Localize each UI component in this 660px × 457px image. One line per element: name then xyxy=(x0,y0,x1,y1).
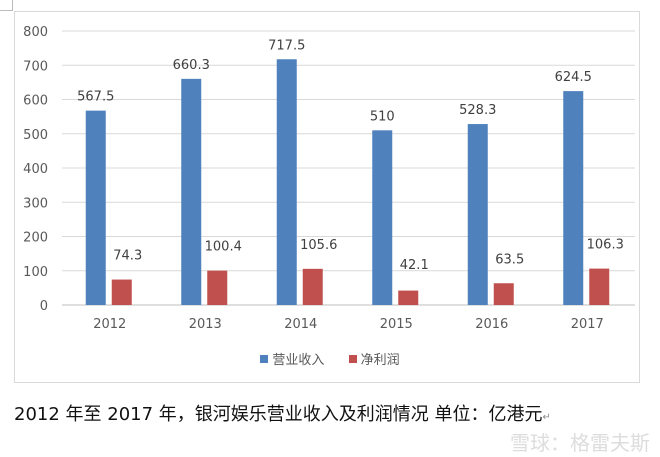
data-label: 567.5 xyxy=(77,90,114,105)
x-tick-label: 2013 xyxy=(189,317,222,332)
watermark-text: 雪球：格雷夫斯 xyxy=(510,431,650,455)
corner-mark xyxy=(0,0,13,11)
bar-revenue xyxy=(563,91,584,305)
legend-label: 营业收入 xyxy=(272,353,325,368)
data-label: 717.5 xyxy=(268,38,305,53)
data-label: 624.5 xyxy=(555,70,592,85)
data-label: 528.3 xyxy=(459,103,496,118)
legend-item-revenue: 营业收入 xyxy=(260,349,324,368)
caption-text: 2012 年至 2017 年，银河娱乐营业收入及利润情况 单位：亿港元 xyxy=(14,404,543,425)
y-tick-label: 600 xyxy=(23,94,48,109)
data-label: 74.3 xyxy=(113,249,142,264)
bar-revenue xyxy=(85,110,106,305)
caption: 2012 年至 2017 年，银河娱乐营业收入及利润情况 单位：亿港元↵ xyxy=(14,400,551,426)
chart-frame xyxy=(14,11,640,383)
bar-revenue xyxy=(467,124,488,305)
x-tick-label: 2014 xyxy=(284,317,317,332)
y-tick-label: 0 xyxy=(40,299,48,314)
legend: 营业收入 净利润 xyxy=(0,349,660,368)
bar-profit xyxy=(589,268,610,305)
x-tick-label: 2017 xyxy=(571,317,604,332)
data-label: 42.1 xyxy=(400,258,429,273)
bar-profit xyxy=(111,279,132,305)
data-label: 100.4 xyxy=(205,240,242,255)
bar-profit xyxy=(398,290,419,305)
bar-chart: 0 100 200 300 400 500 600 700 800 2012 567.5 74.3 20… xyxy=(23,25,635,332)
data-label: 105.6 xyxy=(300,238,337,253)
data-label: 63.5 xyxy=(495,252,524,267)
y-tick-label: 400 xyxy=(23,162,48,177)
data-label: 106.3 xyxy=(587,238,624,253)
watermark: 雪球：格雷夫斯 xyxy=(510,427,650,456)
legend-item-profit: 净利润 xyxy=(348,349,400,368)
legend-label: 净利润 xyxy=(360,353,400,368)
bar-revenue xyxy=(372,130,393,305)
y-tick-label: 800 xyxy=(23,25,48,40)
y-tick-label: 500 xyxy=(23,128,48,143)
y-tick-label: 200 xyxy=(23,231,48,246)
bar-profit xyxy=(302,268,323,305)
y-tick-label: 700 xyxy=(23,59,48,74)
x-tick-label: 2015 xyxy=(380,317,413,332)
bar-revenue xyxy=(181,78,202,305)
bar-profit xyxy=(207,270,228,305)
legend-swatch xyxy=(348,354,357,363)
bar-profit xyxy=(493,283,514,305)
x-tick-label: 2016 xyxy=(475,317,508,332)
x-tick-label: 2012 xyxy=(93,317,126,332)
legend-swatch xyxy=(260,354,269,363)
y-tick-label: 300 xyxy=(23,196,48,211)
data-label: 660.3 xyxy=(173,58,210,73)
data-label: 510 xyxy=(370,109,395,124)
return-mark: ↵ xyxy=(542,412,551,423)
y-tick-label: 100 xyxy=(23,265,48,280)
bar-revenue xyxy=(276,59,297,305)
